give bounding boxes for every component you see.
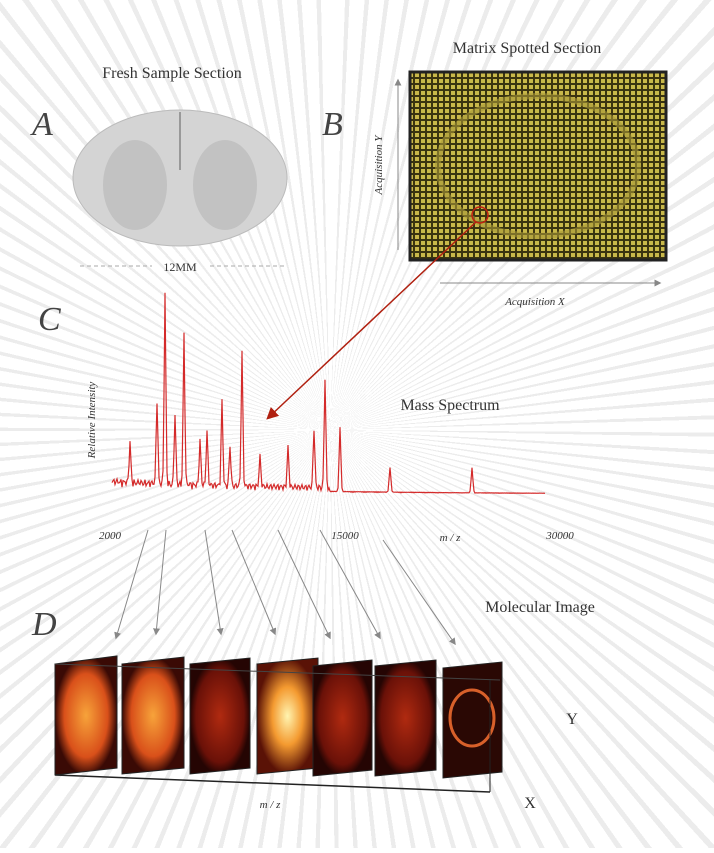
axis-label: Acquisition X [504, 296, 566, 308]
x-tick-label: 30000 [545, 530, 574, 542]
fresh-section-image [72, 109, 288, 247]
panel-title: Fresh Sample Section [102, 65, 242, 82]
spectrum-trace [111, 292, 546, 495]
axis-label: Acquisition Y [373, 134, 385, 196]
spotted-section-image [408, 70, 668, 262]
spot-highlight [471, 206, 489, 224]
molecular-image-stack [54, 655, 503, 793]
panel-title: Molecular Image [485, 599, 595, 616]
axis-label: Y [566, 711, 578, 728]
scale-label: 12MM [163, 260, 197, 274]
panel-letter: C [38, 301, 61, 338]
panel-title: Matrix Spotted Section [453, 40, 601, 57]
x-axis-label: m / z [440, 532, 462, 544]
link-arrow [266, 221, 477, 420]
panel-letter: B [322, 106, 343, 143]
peak-arrows [114, 529, 456, 646]
x-tick-label: 15000 [331, 530, 359, 542]
x-tick-label: 2000 [99, 530, 122, 542]
axis-label: X [524, 795, 536, 812]
axis-label: m / z [260, 799, 282, 811]
panel-letter: A [30, 106, 53, 143]
panel-title: Mass Spectrum [400, 397, 500, 414]
axis-label: Relative Intensity [86, 382, 98, 460]
panel-letter: D [31, 606, 57, 643]
